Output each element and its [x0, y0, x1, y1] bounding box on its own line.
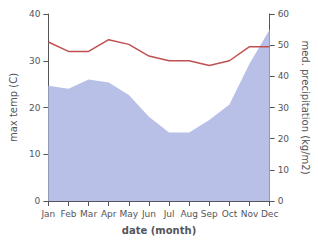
svg-text:0: 0 — [35, 196, 41, 206]
svg-text:Feb: Feb — [61, 209, 77, 219]
svg-text:30: 30 — [29, 56, 41, 66]
svg-text:date (month): date (month) — [122, 225, 196, 236]
svg-text:40: 40 — [29, 9, 41, 19]
svg-text:40: 40 — [278, 71, 290, 81]
svg-text:20: 20 — [29, 103, 41, 113]
svg-text:Sep: Sep — [201, 209, 218, 219]
svg-text:Dec: Dec — [261, 209, 278, 219]
svg-text:0: 0 — [278, 196, 284, 206]
svg-text:May: May — [120, 209, 139, 219]
svg-text:max temp (C): max temp (C) — [8, 73, 19, 142]
svg-text:10: 10 — [29, 149, 41, 159]
svg-text:Nov: Nov — [241, 209, 259, 219]
svg-text:Aug: Aug — [180, 209, 198, 219]
svg-text:med. precipitation (kg/m2): med. precipitation (kg/m2) — [300, 40, 311, 174]
svg-text:Apr: Apr — [101, 209, 117, 219]
svg-text:Mar: Mar — [80, 209, 97, 219]
svg-text:Jul: Jul — [163, 209, 175, 219]
svg-text:Jun: Jun — [141, 209, 156, 219]
svg-text:10: 10 — [278, 165, 290, 175]
svg-text:Oct: Oct — [222, 209, 238, 219]
svg-text:50: 50 — [278, 40, 290, 50]
svg-text:Jan: Jan — [40, 209, 55, 219]
svg-text:30: 30 — [278, 103, 290, 113]
svg-text:20: 20 — [278, 134, 290, 144]
svg-text:60: 60 — [278, 9, 290, 19]
